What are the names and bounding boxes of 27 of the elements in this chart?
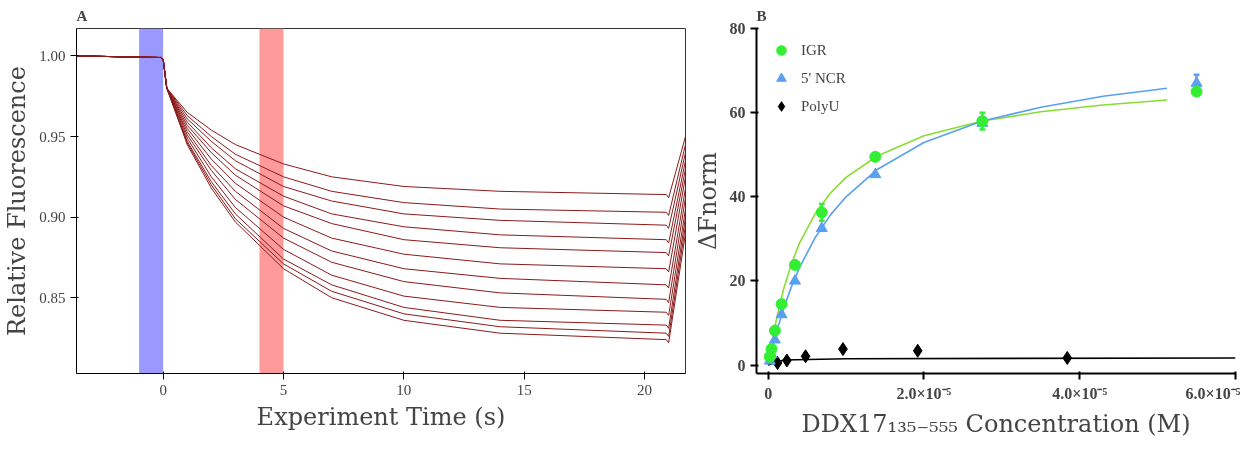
y-tick-label: 0.95 — [39, 128, 66, 145]
x-axis-title: DDX17₁₃₅₋₅₅₅ Concentration (M) — [801, 409, 1191, 438]
y-tick-label: 0.90 — [39, 209, 66, 226]
chart-title: B — [756, 7, 767, 24]
y-tick-label: 1.00 — [39, 47, 66, 64]
x-tick-label: 2.0×10⁻⁵ — [896, 384, 952, 402]
x-tick-label: 10 — [396, 381, 412, 398]
x-tick-label: 5 — [279, 381, 288, 398]
x-tick-label: 4.0×10⁻⁵ — [1052, 384, 1108, 402]
y-axis-title: ΔFnorm — [693, 151, 722, 251]
y-tick-label: 80 — [729, 20, 746, 37]
y-axis-title: Relative Fluorescence — [3, 66, 32, 336]
y-tick-label: 40 — [729, 188, 746, 206]
x-tick-label: 0 — [764, 384, 773, 402]
x-axis-title: Experiment Time (s) — [256, 402, 506, 431]
x-tick-label: 0 — [159, 381, 167, 398]
x-tick-label: 6.0×10⁻⁵ — [1185, 384, 1241, 402]
x-tick-label: 15 — [516, 381, 532, 398]
y-tick-label: 60 — [729, 104, 746, 122]
legend-label: PolyU — [801, 97, 840, 115]
chart-title: A — [76, 7, 88, 24]
legend-label: 5' NCR — [801, 69, 846, 87]
legend-label: IGR — [801, 41, 827, 59]
y-tick-label: 0 — [737, 356, 746, 374]
y-tick-label: 20 — [729, 272, 746, 290]
y-tick-label: 0.85 — [39, 289, 66, 306]
x-tick-label: 20 — [637, 381, 653, 398]
